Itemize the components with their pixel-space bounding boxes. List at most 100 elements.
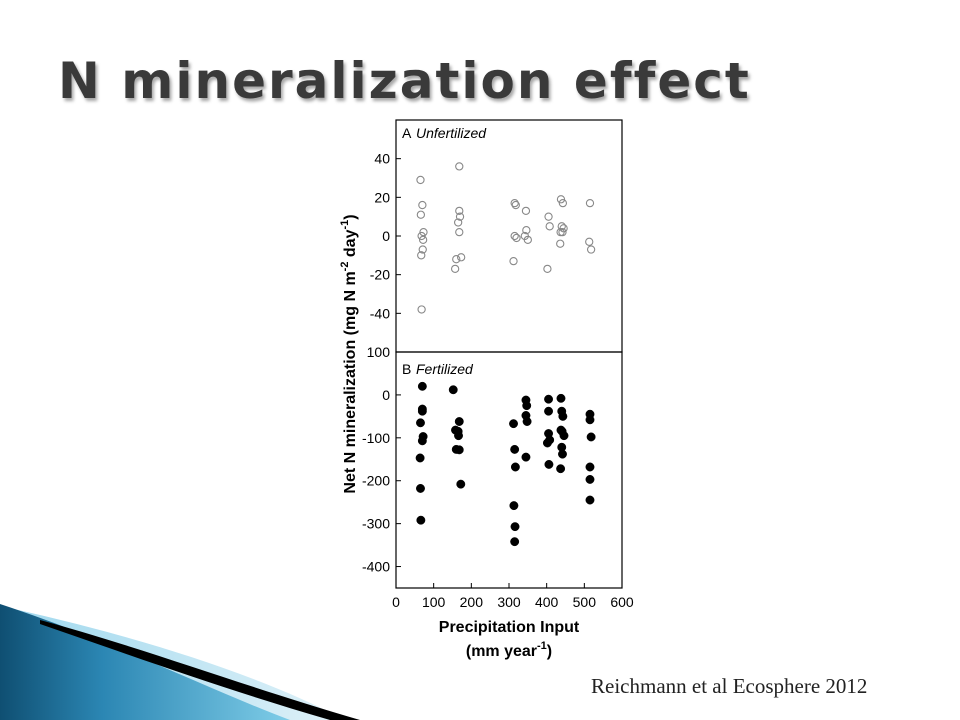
data-point <box>585 495 595 505</box>
data-point <box>417 406 427 416</box>
x-axis-units-text: (mm year <box>466 643 537 660</box>
data-point <box>556 393 566 403</box>
data-point <box>454 445 464 455</box>
data-point <box>456 479 466 489</box>
x-tick-label: 300 <box>497 594 521 610</box>
data-point <box>417 436 427 446</box>
data-point <box>556 239 565 248</box>
data-point <box>450 264 460 274</box>
data-point <box>545 222 554 231</box>
slide-title: N mineralization effect <box>58 52 751 110</box>
data-point <box>416 418 425 428</box>
data-point <box>558 449 567 459</box>
data-point <box>556 195 566 204</box>
data-point <box>585 415 595 425</box>
y-axis-label-sup1: -2 <box>339 262 351 272</box>
data-point <box>455 212 465 221</box>
y-axis-label-sup2: -1 <box>339 220 351 230</box>
y-axis-label-text: Net N mineralization (mg N m <box>342 271 359 493</box>
data-point <box>417 305 426 314</box>
y-tick-label: 20 <box>374 189 390 205</box>
data-point <box>416 210 426 219</box>
citation-text: Reichmann et al Ecosphere 2012 <box>591 674 868 698</box>
data-point <box>559 431 569 441</box>
x-tick-label: 600 <box>610 594 634 610</box>
data-point <box>417 251 426 260</box>
data-point <box>418 200 427 210</box>
data-point <box>558 227 567 237</box>
panel-b-label: Fertilized <box>416 361 474 377</box>
swoosh-black-stroke <box>40 620 360 720</box>
panel-b: B Fertilized 100 0 -100 -200 -300 -400 <box>362 344 623 589</box>
data-point <box>510 198 519 208</box>
data-point <box>521 206 531 216</box>
y-axis-label-end: ) <box>342 214 359 219</box>
data-point <box>585 198 595 208</box>
data-point <box>417 231 426 241</box>
data-point <box>416 175 425 185</box>
y-tick-label: 100 <box>367 344 391 360</box>
data-point <box>455 227 464 237</box>
data-point <box>522 417 532 426</box>
data-point <box>522 226 531 235</box>
data-point <box>455 206 464 216</box>
x-axis-ticks: 0 100 200 300 400 500 600 <box>392 583 634 610</box>
y-tick-label: -400 <box>362 559 390 575</box>
y-tick-label: -20 <box>370 267 390 283</box>
data-point <box>512 233 521 243</box>
x-axis-label-line1: Precipitation Input <box>439 619 580 636</box>
data-point <box>457 253 466 262</box>
data-point <box>511 200 520 210</box>
data-point <box>543 264 552 274</box>
data-point <box>509 256 518 266</box>
data-point <box>416 515 426 525</box>
data-point <box>415 453 425 463</box>
data-point <box>510 444 520 454</box>
y-tick-label: 40 <box>374 151 390 167</box>
data-point <box>585 237 594 246</box>
data-point <box>510 462 520 472</box>
data-point <box>509 501 519 511</box>
data-point <box>544 394 554 404</box>
x-axis-label-units: (mm year-1) <box>466 640 552 660</box>
panel-a-points <box>416 162 596 314</box>
data-point <box>454 417 464 426</box>
y-axis-label: Net N mineralization (mg N m-2 day-1) <box>339 214 359 493</box>
panel-a-letter: A <box>402 125 412 141</box>
panel-b-letter: B <box>402 361 411 377</box>
data-point <box>455 162 464 171</box>
data-point <box>586 245 596 254</box>
data-point <box>557 222 566 231</box>
y-tick-label: 0 <box>382 228 390 244</box>
x-tick-label: 200 <box>460 594 484 610</box>
data-point <box>544 459 554 469</box>
panel-b-points <box>415 381 596 547</box>
data-point <box>510 537 520 547</box>
data-point <box>448 385 458 395</box>
data-point <box>453 218 463 227</box>
data-point <box>417 381 427 391</box>
y-tick-label: -300 <box>362 516 390 532</box>
data-point <box>586 432 596 442</box>
panel-b-y-ticks: 100 0 -100 -200 -300 -400 <box>362 344 401 575</box>
data-point <box>510 231 519 241</box>
data-point <box>419 227 428 237</box>
y-tick-label: -200 <box>362 473 390 489</box>
x-axis-units-sup: -1 <box>537 640 547 652</box>
data-point <box>544 212 553 221</box>
data-point <box>522 401 532 411</box>
data-point <box>523 235 532 245</box>
panel-a-label: Unfertilized <box>416 125 487 141</box>
data-point <box>509 419 518 429</box>
data-point <box>454 431 463 441</box>
y-tick-label: 0 <box>382 387 390 403</box>
x-tick-label: 500 <box>573 594 597 610</box>
data-point <box>556 464 566 474</box>
data-point <box>418 245 427 254</box>
data-point <box>521 452 531 462</box>
data-point <box>558 198 568 208</box>
data-point <box>452 255 461 264</box>
x-axis-label: Precipitation Input <box>439 619 580 636</box>
data-point <box>585 462 595 472</box>
